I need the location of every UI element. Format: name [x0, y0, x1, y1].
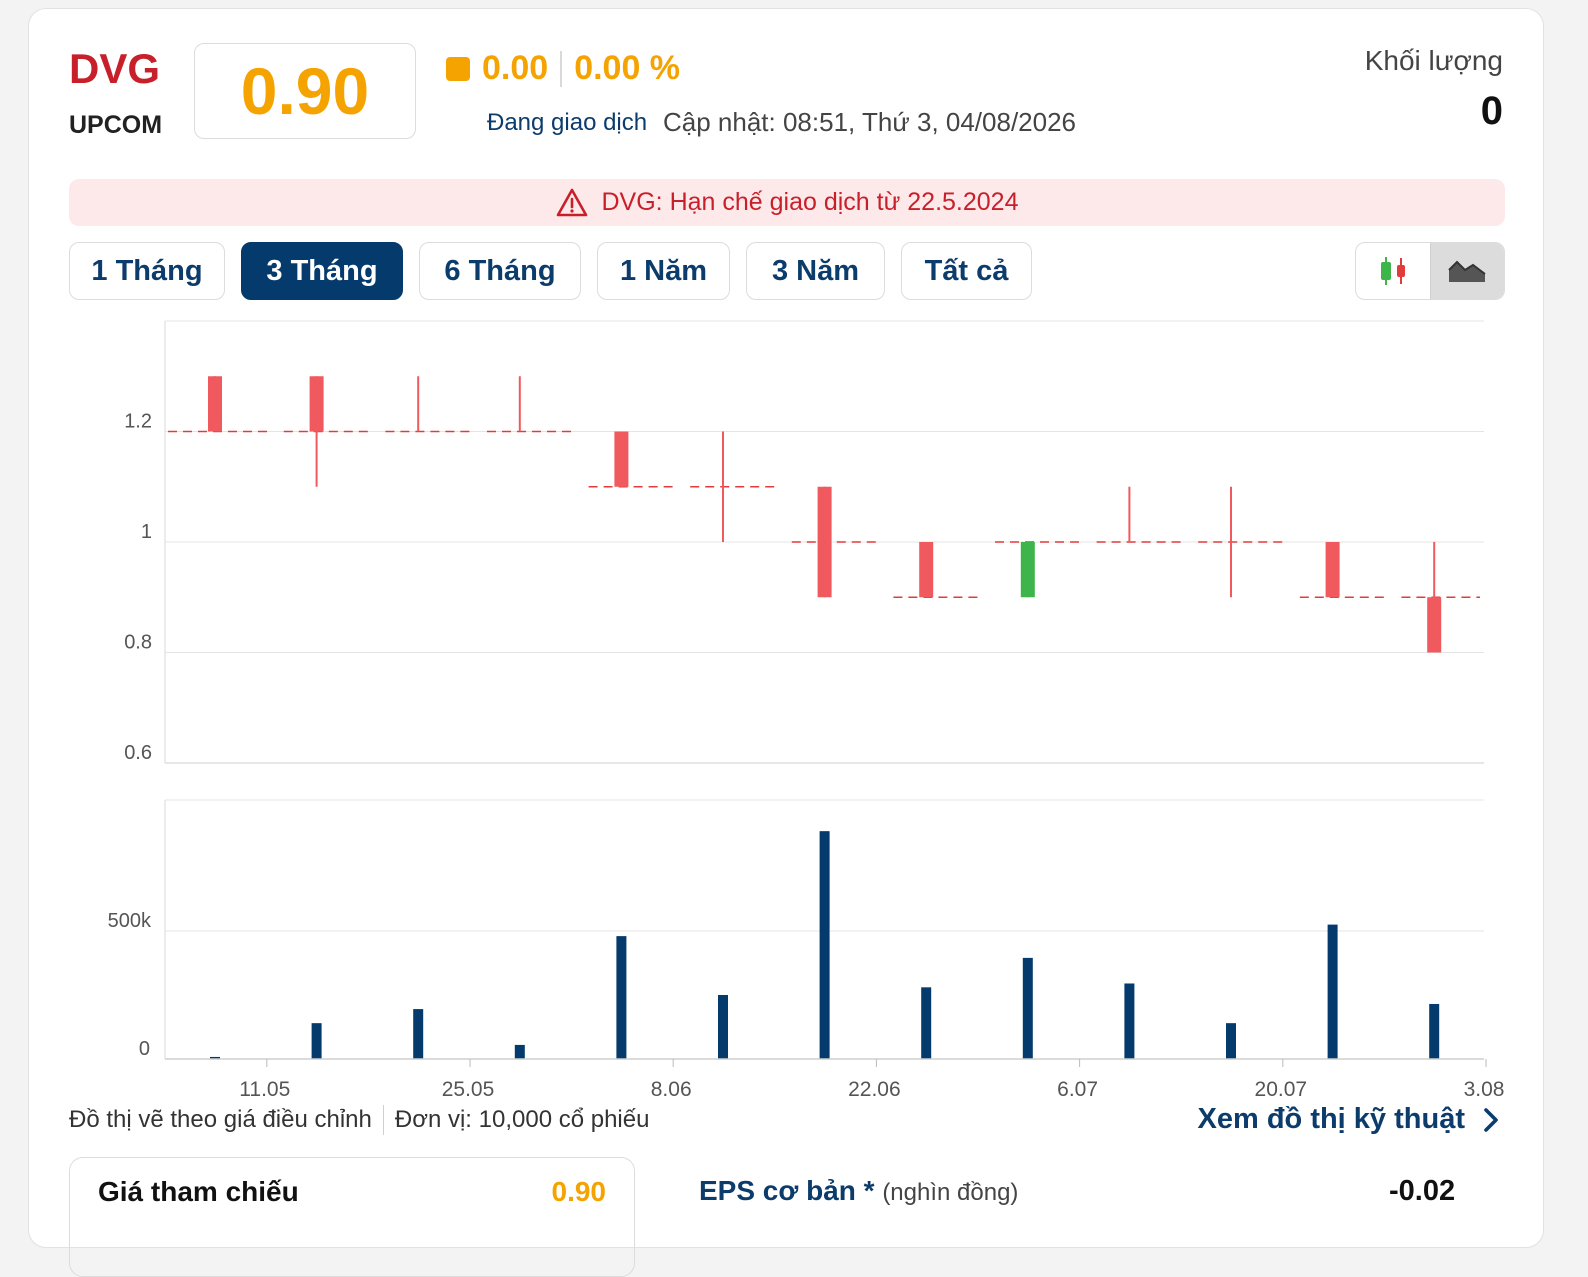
candle-body: [614, 431, 629, 487]
x-axis-tick-label: 8.06: [651, 1078, 692, 1101]
restriction-alert: DVG: Hạn chế giao dịch từ 22.5.2024: [69, 179, 1505, 226]
exchange-name: UPCOM: [69, 111, 163, 139]
stock-card: DVG UPCOM 0.90 0.00 0.00 % Đang giao dịc…: [28, 8, 1544, 1277]
volume-bar: [616, 936, 627, 1059]
candlestick-chart-button[interactable]: [1356, 243, 1430, 299]
volume-bar: [819, 831, 830, 1059]
candle-body: [1020, 542, 1035, 598]
tab-1-month[interactable]: 1 Tháng: [69, 242, 225, 300]
unchanged-square-icon: [446, 56, 470, 81]
candle-body: [817, 486, 832, 598]
volume-label: Khối lượng: [1364, 45, 1503, 76]
x-axis-tick-label: 11.05: [239, 1078, 290, 1101]
volume-bar: [1022, 957, 1033, 1059]
tab-all[interactable]: Tất cả: [901, 242, 1032, 300]
candlestick-icon: [1380, 257, 1405, 285]
eps-value: -0.02: [1389, 1175, 1456, 1207]
price-axis-tick-label: 0.8: [124, 632, 152, 654]
volume-bar: [413, 1009, 424, 1059]
volume-bar: [921, 987, 932, 1059]
update-time: Cập nhật: 08:51, Thứ 3, 04/08/2026: [663, 107, 1077, 137]
volume-axis-tick-label: 0: [139, 1038, 150, 1060]
tab-3-months[interactable]: 3 Tháng: [241, 242, 403, 300]
tab-6-months[interactable]: 6 Tháng: [419, 242, 581, 300]
period-tabs: 1 Tháng 3 Tháng 6 Tháng 1 Năm 3 Năm Tất …: [69, 242, 1048, 300]
technical-chart-link-text: Xem đồ thị kỹ thuật: [1197, 1103, 1465, 1135]
volume-bar: [210, 1056, 220, 1059]
volume-bar: [1124, 983, 1135, 1059]
price-axis-tick-label: 0.6: [124, 742, 152, 764]
volume-bar: [718, 995, 728, 1059]
x-axis-tick-label: 3.08: [1464, 1078, 1505, 1101]
reference-price-label: Giá tham chiếu: [98, 1176, 299, 1207]
price-axis-tick-label: 1: [141, 521, 152, 543]
adjusted-price-note: Đồ thị vẽ theo giá điều chỉnh: [69, 1106, 372, 1133]
volume-bar: [1226, 1023, 1236, 1059]
price-axis-tick-label: 1.2: [124, 411, 152, 433]
chart-footnote: Đồ thị vẽ theo giá điều chỉnh Đơn vị: 10…: [69, 1105, 649, 1135]
ticker-symbol: DVG: [69, 45, 161, 92]
x-axis-tick-label: 22.06: [848, 1078, 901, 1101]
chevron-right-icon: [1484, 1107, 1498, 1132]
volume-bar: [514, 1044, 525, 1059]
reference-price-value: 0.90: [551, 1176, 607, 1207]
eps-label-text: EPS cơ bản *: [699, 1175, 875, 1206]
eps-label: EPS cơ bản * (nghìn đồng): [699, 1175, 1018, 1207]
x-axis-tick-label: 20.07: [1255, 1078, 1308, 1101]
area-chart-icon: [1448, 260, 1486, 282]
x-axis-tick-label: 25.05: [442, 1078, 495, 1101]
volume-value: 0: [1480, 89, 1503, 133]
volume-bar: [311, 1023, 322, 1059]
volume-axis-tick-label: 500k: [108, 910, 152, 932]
change-value: 0.00: [482, 49, 549, 87]
volume-bar: [1429, 1003, 1440, 1059]
chart-type-toggle: [1355, 242, 1505, 300]
technical-chart-link[interactable]: Xem đồ thị kỹ thuật: [1198, 1103, 1503, 1136]
eps-unit: (nghìn đồng): [882, 1179, 1019, 1206]
alert-text: DVG: Hạn chế giao dịch từ 22.5.2024: [601, 188, 1019, 216]
price-volume-chart: 0.6 0.8 1 1.2 0 500k 11.05 25.05 8.06 22.06 6.07 20…: [108, 320, 1505, 1101]
area-chart-button[interactable]: [1429, 243, 1504, 299]
candle-body: [919, 542, 934, 598]
candle-body: [208, 376, 222, 432]
change-divider: [560, 50, 563, 87]
trading-status: Đang giao dịch: [487, 109, 648, 136]
tab-1-year[interactable]: 1 Năm: [597, 242, 730, 300]
tab-3-years[interactable]: 3 Năm: [746, 242, 885, 300]
warning-icon: [556, 188, 587, 216]
price-change: 0.00 0.00 %: [446, 49, 680, 88]
candle-body: [1325, 542, 1340, 598]
candle-body: [309, 376, 324, 432]
unit-note: Đơn vị: 10,000 cổ phiếu: [394, 1106, 650, 1133]
volume-bar: [1327, 924, 1338, 1059]
change-percent: 0.00 %: [574, 49, 681, 87]
candle-body: [1427, 597, 1442, 653]
x-axis-tick-label: 6.07: [1057, 1078, 1098, 1101]
current-price: 0.90: [194, 43, 416, 139]
footnote-divider: [382, 1105, 384, 1135]
